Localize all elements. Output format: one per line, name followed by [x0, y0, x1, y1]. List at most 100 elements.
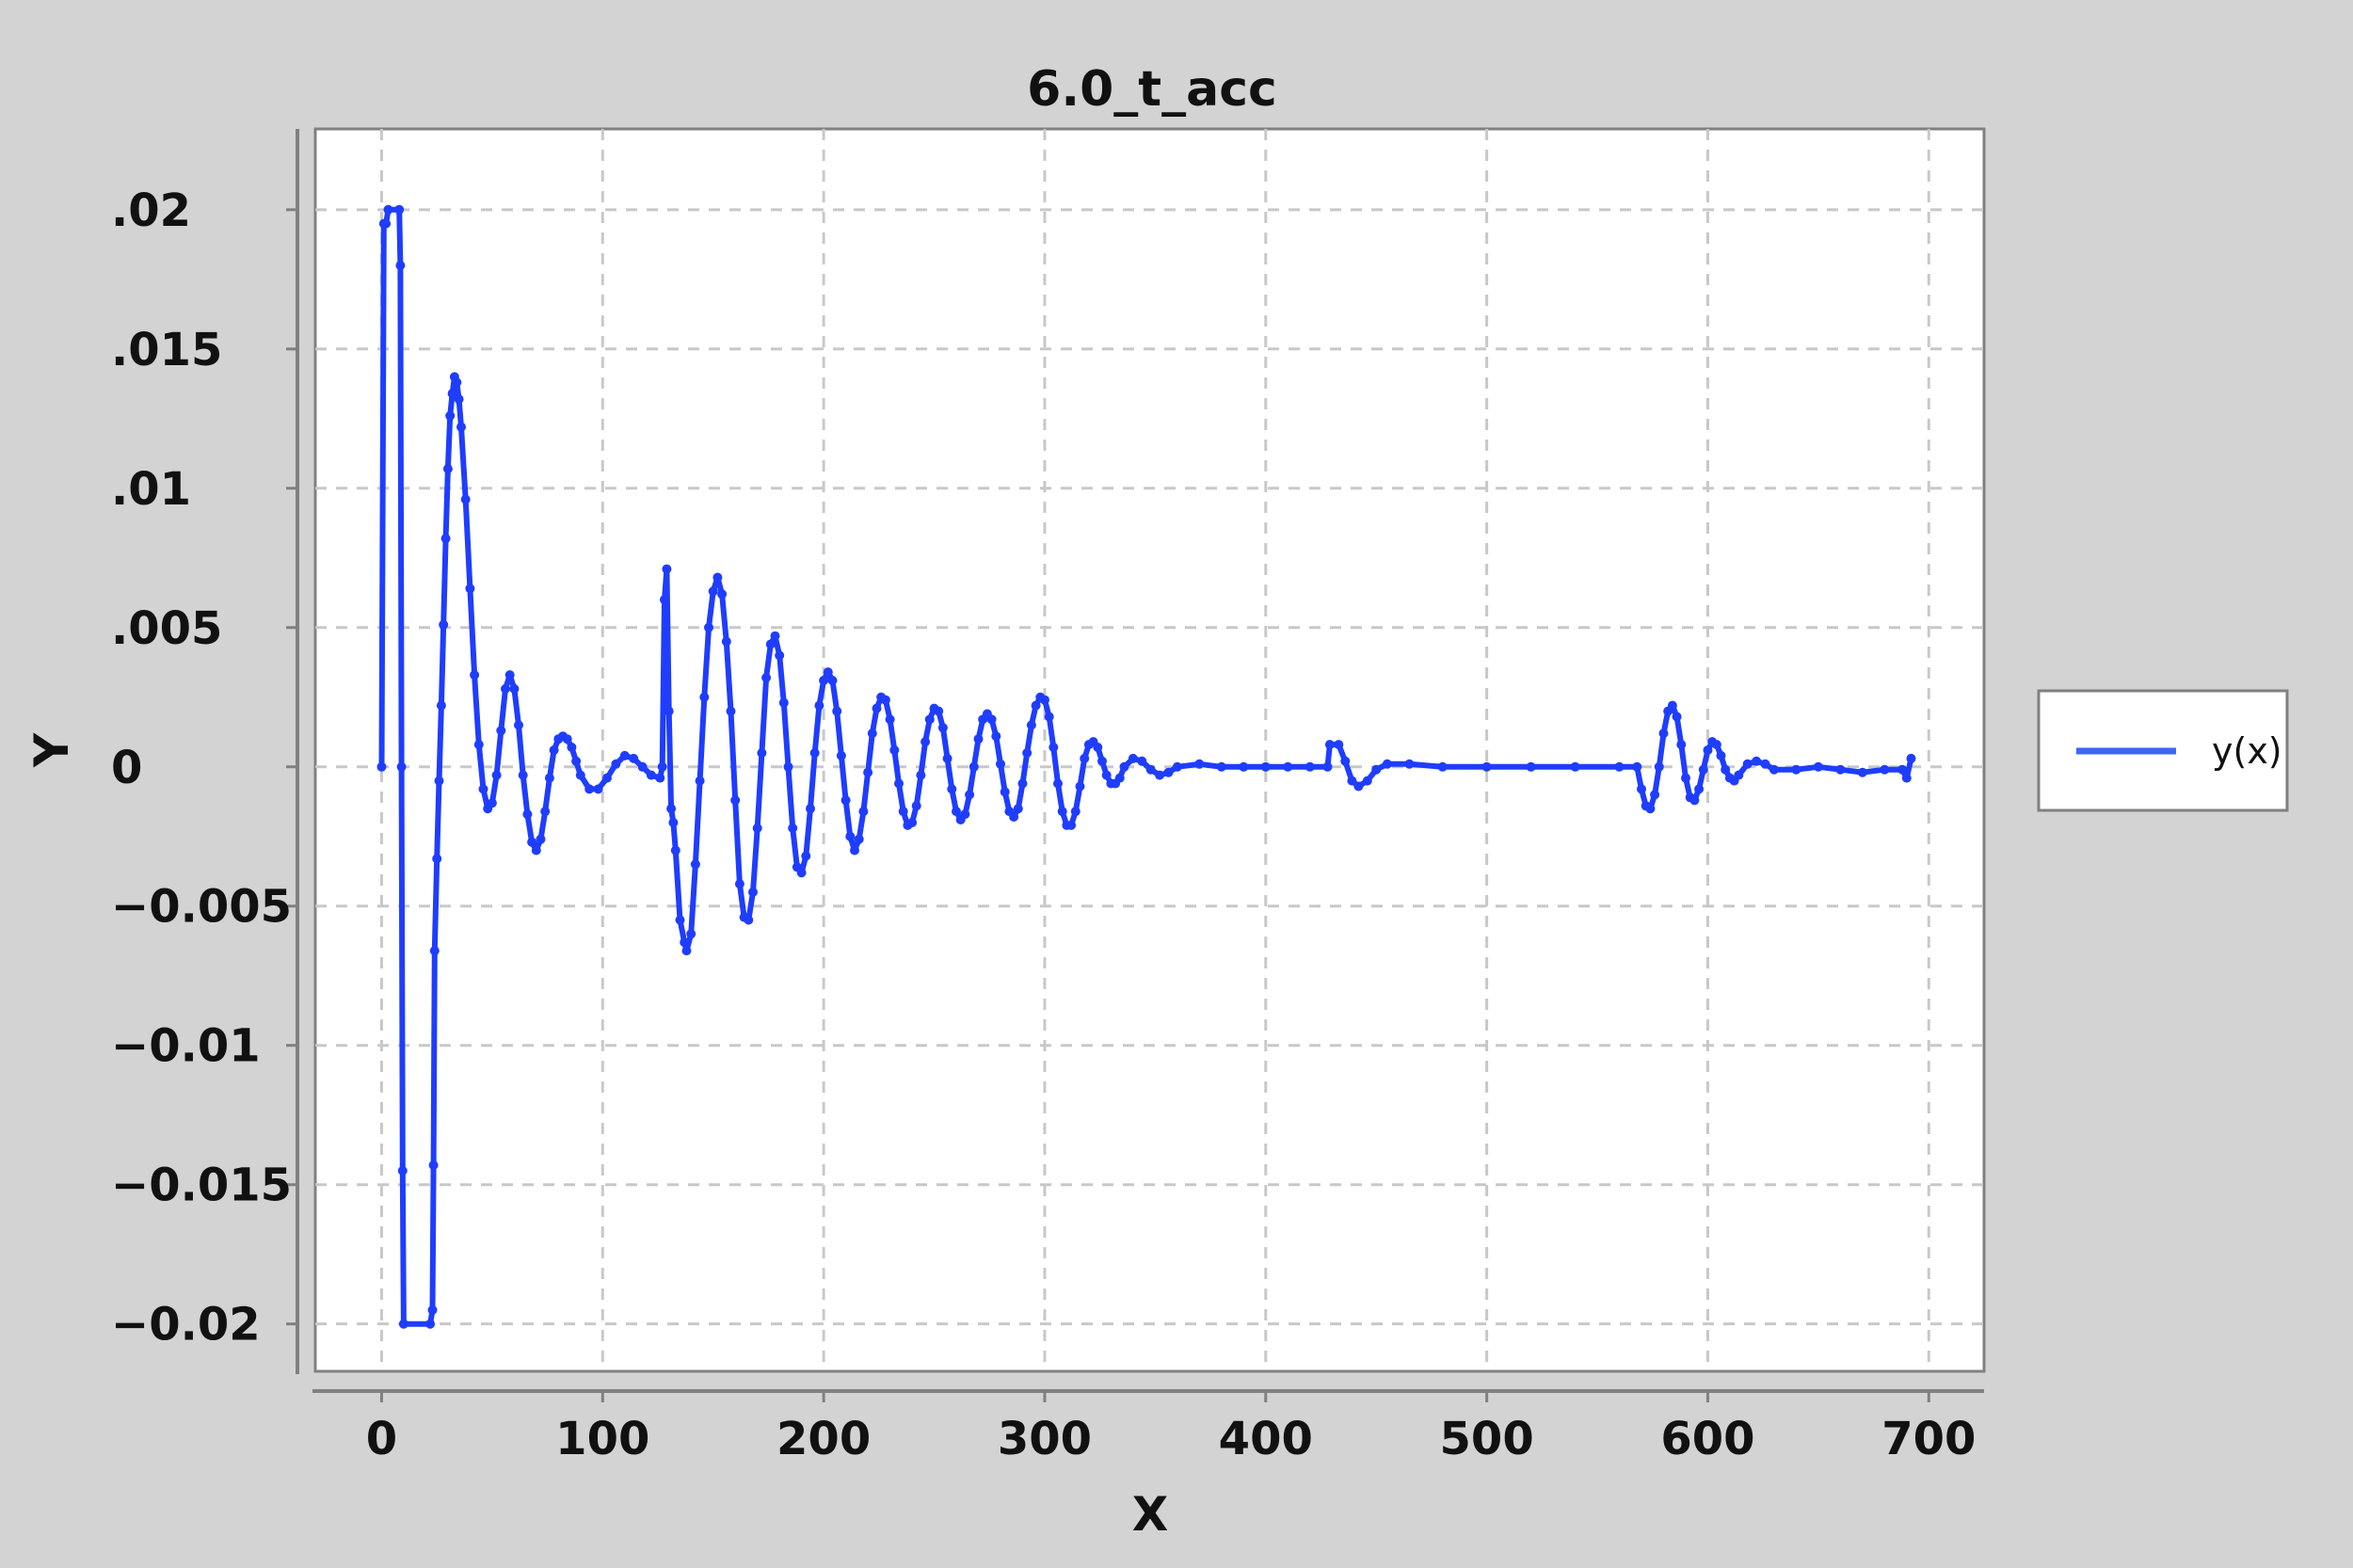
data-point: [514, 720, 523, 730]
data-point: [712, 572, 723, 583]
data-point: [655, 773, 665, 783]
data-point: [1901, 773, 1912, 783]
x-axis-label: X: [1132, 1487, 1169, 1542]
data-point: [456, 422, 466, 432]
x-tick-label: 400: [1219, 1413, 1313, 1465]
data-point: [911, 801, 921, 811]
data-point: [708, 586, 718, 597]
data-point: [1734, 770, 1744, 780]
data-point: [660, 595, 669, 605]
data-point: [619, 750, 630, 760]
data-point: [584, 784, 595, 794]
data-point: [850, 845, 859, 856]
data-point: [527, 837, 537, 847]
data-point: [1093, 743, 1103, 752]
data-point: [487, 798, 497, 808]
data-point: [1283, 761, 1293, 772]
data-point: [1053, 778, 1063, 789]
x-tick-label: 0: [366, 1413, 397, 1465]
data-point: [942, 753, 952, 763]
data-point: [1716, 750, 1726, 760]
data-point: [1048, 743, 1059, 752]
data-point: [593, 784, 603, 794]
data-point: [952, 807, 961, 817]
data-point: [491, 770, 502, 780]
data-point: [840, 795, 851, 806]
data-point: [1769, 764, 1779, 775]
data-point: [1119, 761, 1129, 772]
data-point: [898, 807, 908, 817]
data-point: [680, 937, 690, 948]
data-point: [748, 887, 758, 897]
data-point: [1128, 753, 1138, 763]
data-point: [827, 676, 838, 685]
data-point: [986, 714, 997, 725]
data-point: [381, 218, 392, 229]
data-point: [637, 761, 648, 772]
data-point: [657, 761, 667, 772]
data-point: [1070, 807, 1080, 817]
data-point: [924, 714, 935, 725]
data-point: [937, 723, 948, 733]
data-point: [1194, 759, 1205, 769]
data-point: [1013, 804, 1023, 814]
data-point: [470, 670, 480, 680]
data-point: [1163, 767, 1174, 777]
x-tick-label: 200: [776, 1413, 871, 1465]
data-point: [872, 703, 882, 713]
data-point: [885, 714, 895, 725]
data-point: [726, 706, 736, 716]
data-point: [504, 670, 515, 680]
data-point: [1239, 761, 1249, 772]
data-point: [427, 1304, 438, 1315]
data-point: [1654, 761, 1664, 772]
y-tick-labels: .02 .015 .01 .005 0 −0.005 −0.01 −0.015 −0.02: [111, 184, 297, 1352]
data-point: [1031, 700, 1041, 711]
data-point: [1481, 761, 1492, 772]
data-point: [376, 761, 387, 772]
data-point: [1437, 761, 1448, 772]
legend: y(x): [2037, 689, 2289, 812]
y-tick-label: −0.02: [111, 1299, 261, 1352]
data-point: [757, 748, 767, 758]
data-point: [1022, 748, 1032, 758]
data-point: [509, 683, 520, 694]
x-tick-labels: 0 100 200 300 400 500 600 700: [366, 1391, 1976, 1465]
data-point: [646, 770, 656, 780]
data-point: [783, 761, 793, 772]
data-point: [947, 784, 957, 794]
data-point: [1324, 740, 1335, 750]
data-point: [973, 734, 984, 744]
data-point: [662, 564, 672, 574]
data-point: [666, 804, 677, 814]
data-point: [907, 818, 918, 827]
data-point: [1066, 820, 1077, 830]
data-point: [454, 394, 464, 405]
legend-label: y(x): [2212, 730, 2282, 772]
data-point: [1172, 761, 1182, 772]
data-point: [1742, 759, 1753, 769]
y-tick-label: .005: [111, 602, 222, 655]
data-point: [1760, 759, 1770, 769]
y-tick-label: .02: [111, 184, 191, 237]
data-point: [518, 770, 528, 780]
data-point: [478, 784, 488, 794]
data-point: [465, 584, 475, 594]
data-point: [761, 673, 772, 682]
y-axis-label: Y: [24, 732, 79, 768]
chart-title: 6.0_t_acc: [1027, 61, 1277, 118]
data-point: [681, 946, 692, 956]
data-point: [991, 731, 1001, 742]
data-point: [796, 868, 807, 878]
data-point: [1026, 720, 1036, 730]
data-point: [398, 1319, 408, 1329]
data-point: [845, 831, 856, 841]
data-point: [1404, 759, 1415, 769]
data-point: [1645, 804, 1656, 814]
y-tick-label: −0.01: [111, 1020, 261, 1073]
data-point: [1689, 795, 1700, 806]
data-point: [1075, 781, 1085, 792]
y-tick-label: −0.015: [111, 1160, 292, 1212]
data-point: [1137, 756, 1147, 766]
